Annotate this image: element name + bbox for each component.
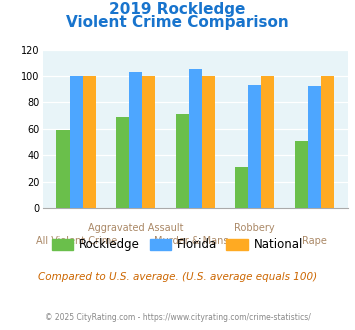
Bar: [308, 86, 321, 208]
Text: Murder & Mans...: Murder & Mans...: [153, 236, 237, 246]
Text: © 2025 CityRating.com - https://www.cityrating.com/crime-statistics/: © 2025 CityRating.com - https://www.city…: [45, 314, 310, 322]
Text: Robbery: Robbery: [235, 223, 275, 233]
Text: Rape: Rape: [302, 236, 327, 246]
Bar: [142, 76, 155, 208]
Text: All Violent Crime: All Violent Crime: [36, 236, 117, 246]
Bar: [235, 167, 248, 208]
Bar: [56, 130, 70, 208]
Bar: [202, 76, 215, 208]
Text: Violent Crime Comparison: Violent Crime Comparison: [66, 15, 289, 30]
Bar: [70, 76, 83, 208]
Text: Compared to U.S. average. (U.S. average equals 100): Compared to U.S. average. (U.S. average …: [38, 272, 317, 282]
Bar: [295, 141, 308, 208]
Bar: [176, 114, 189, 208]
Bar: [321, 76, 334, 208]
Legend: Rockledge, Florida, National: Rockledge, Florida, National: [47, 234, 308, 256]
Bar: [83, 76, 96, 208]
Bar: [116, 117, 129, 208]
Text: Aggravated Assault: Aggravated Assault: [88, 223, 184, 233]
Bar: [261, 76, 274, 208]
Bar: [248, 85, 261, 208]
Bar: [189, 69, 202, 208]
Bar: [129, 72, 142, 208]
Text: 2019 Rockledge: 2019 Rockledge: [109, 2, 246, 16]
